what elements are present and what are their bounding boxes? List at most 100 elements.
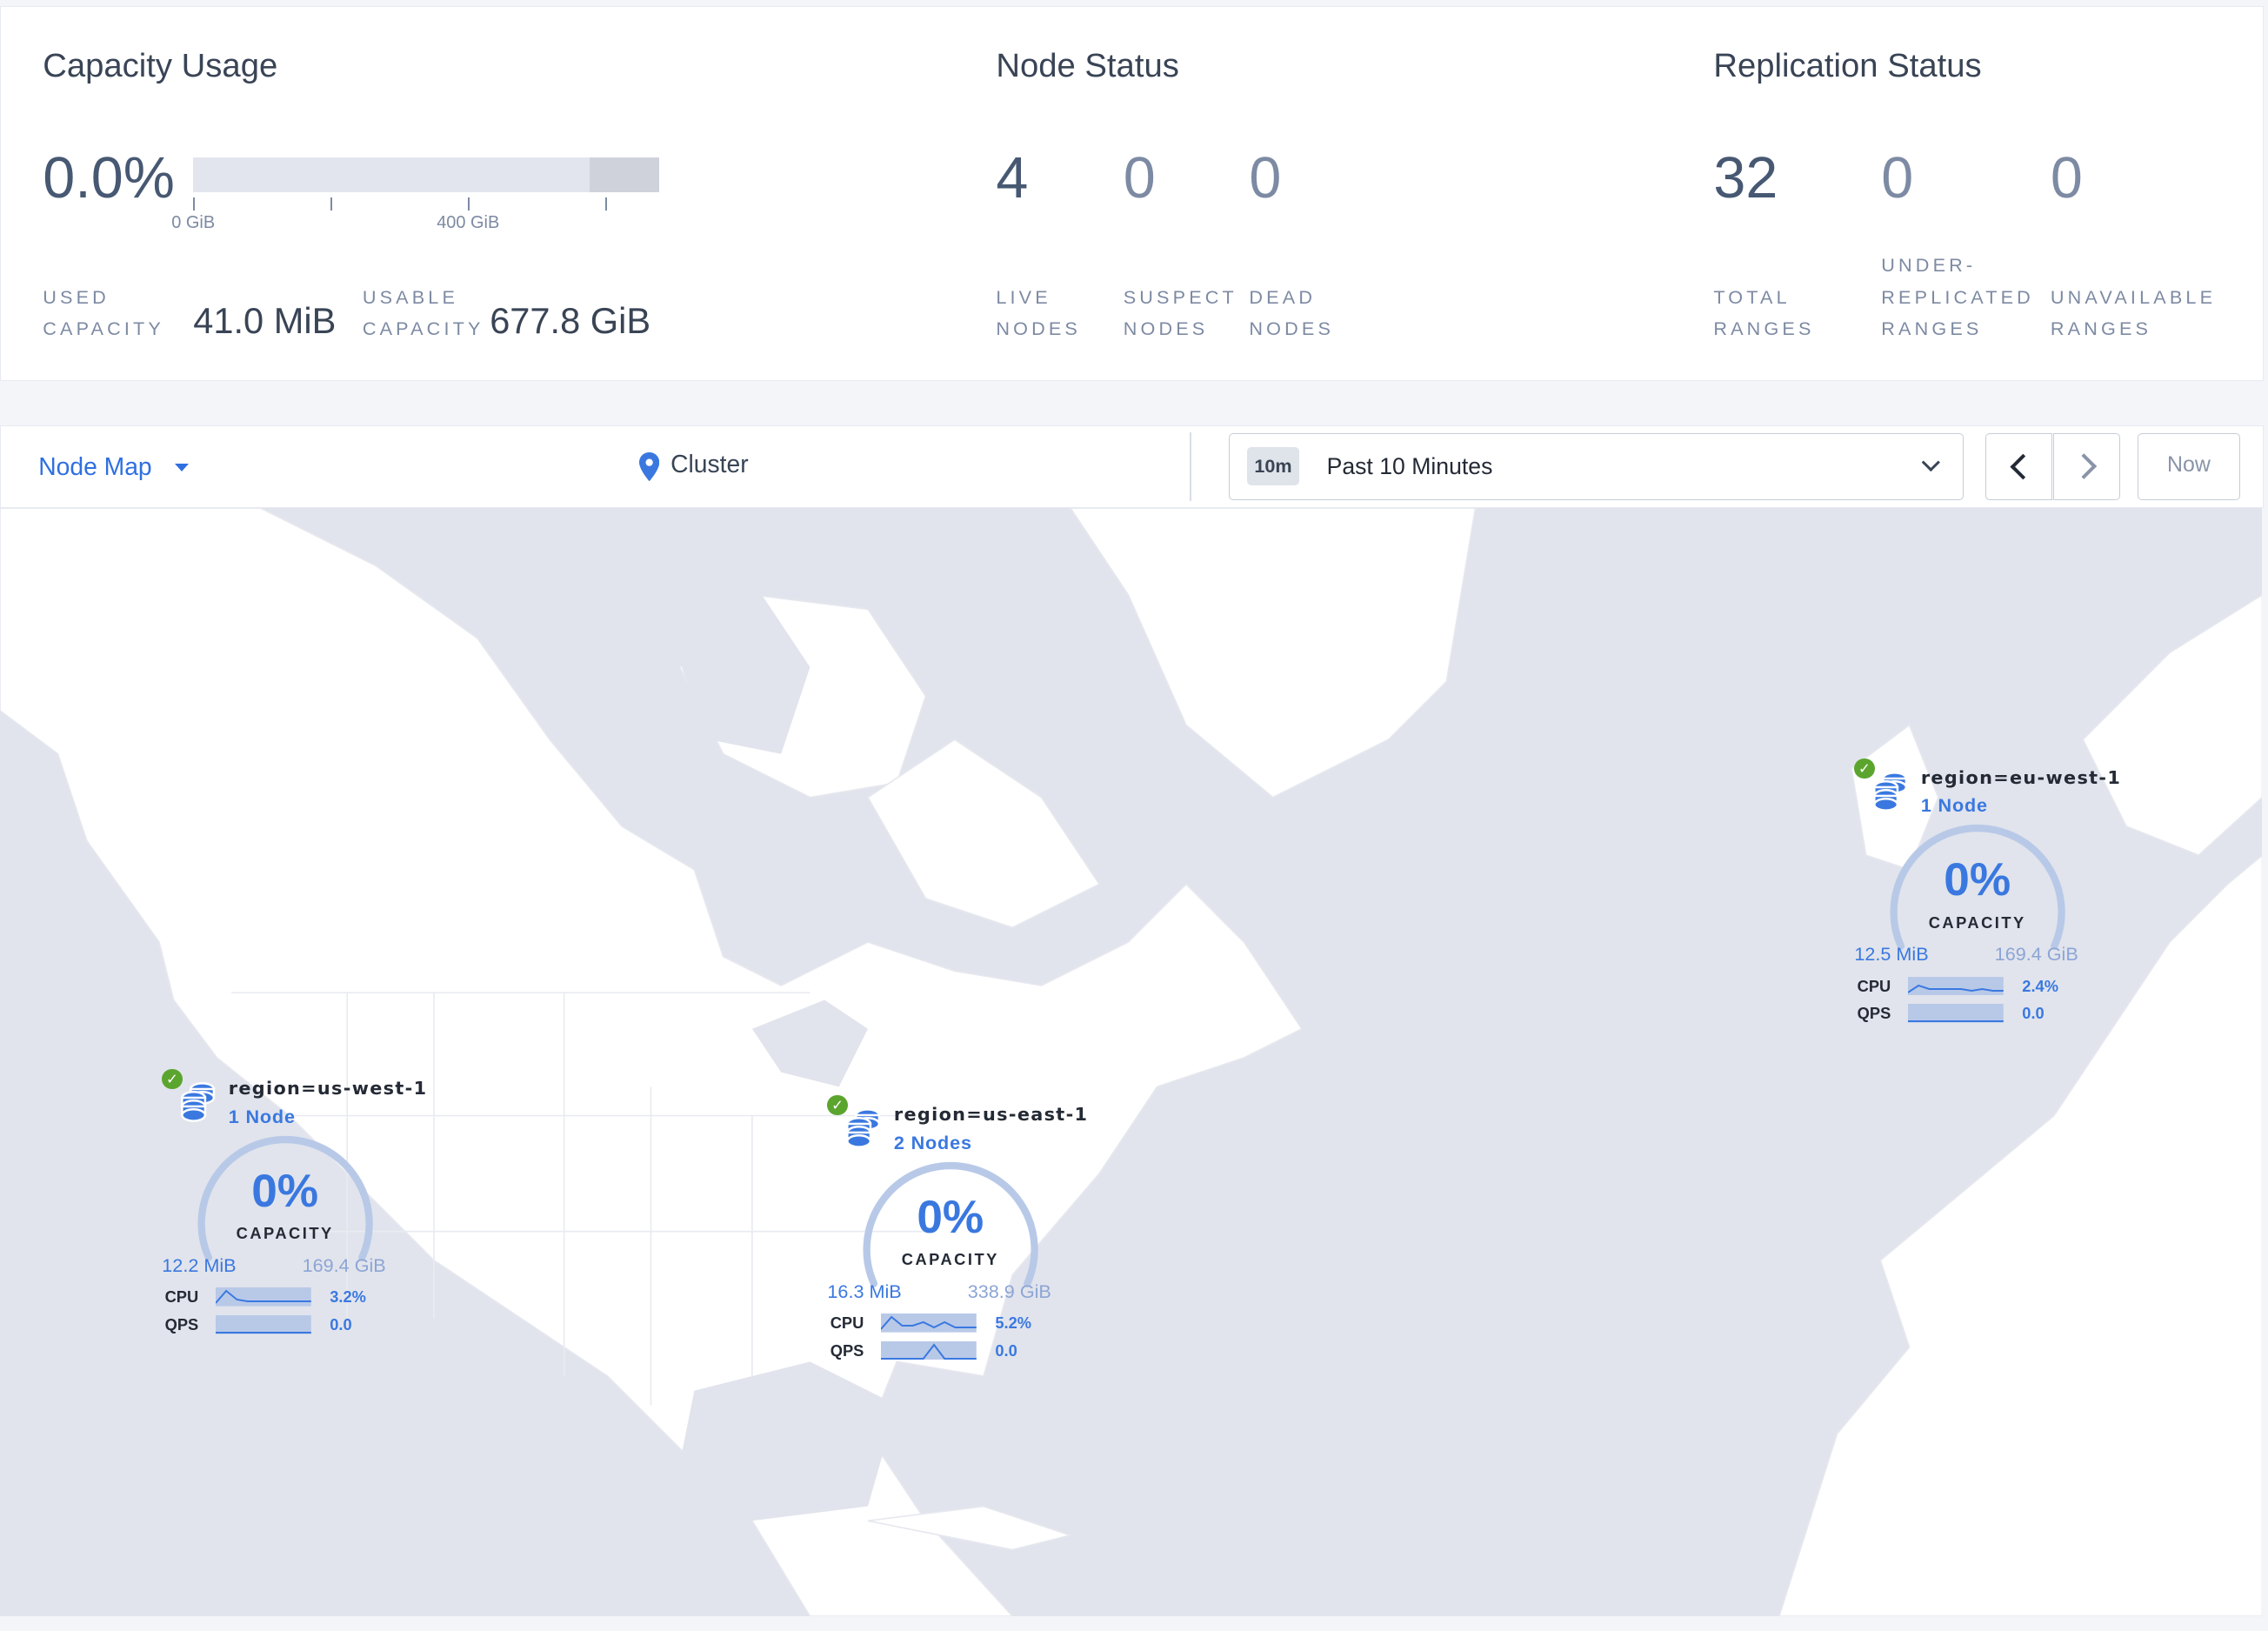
qps-label: QPS — [830, 1340, 864, 1360]
total-capacity: 169.4 GiB — [1994, 943, 2078, 966]
status-ok-icon: ✓ — [1854, 758, 1875, 779]
qps-sparkline — [880, 1340, 977, 1360]
capacity-bar — [193, 157, 659, 192]
capacity-usage-title: Capacity Usage — [43, 47, 278, 85]
capacity-label: CAPACITY — [1928, 912, 2026, 932]
capacity-gauge — [1890, 825, 2065, 950]
suspect-nodes-count: 0 — [1123, 146, 1156, 211]
status-ok-icon: ✓ — [827, 1095, 848, 1116]
map-toolbar: Node Map Cluster 10m Past 10 Minutes Now — [0, 425, 2265, 509]
dead-nodes-count: 0 — [1249, 146, 1282, 211]
cluster-summary: Capacity Usage 0.0% 0 GiB 400 GiB USED CA… — [0, 5, 2265, 381]
world-map — [0, 507, 2263, 1616]
cpu-label: CPU — [164, 1287, 199, 1307]
replication-status-title: Replication Status — [1713, 47, 1982, 85]
usable-capacity-value: 677.8 GiB — [490, 300, 651, 342]
qps-value: 0.0 — [995, 1340, 1017, 1360]
region-name[interactable]: region=us-west-1 — [228, 1078, 428, 1100]
labrador-land — [866, 738, 1101, 929]
node-count[interactable]: 2 Nodes — [893, 1131, 972, 1153]
view-selector-label[interactable]: Node Map — [38, 451, 152, 480]
capacity-percent: 0.0% — [43, 146, 175, 211]
node-count[interactable]: 1 Node — [1920, 794, 1988, 817]
caret-down-icon[interactable] — [174, 464, 189, 472]
axis-tick-label: 0 GiB — [171, 213, 216, 233]
database-icon — [181, 1082, 216, 1123]
page-footer — [0, 1615, 2268, 1631]
cuba-land — [867, 1505, 1073, 1551]
gulf-of-mexico — [679, 1361, 897, 1521]
capacity-gauge — [197, 1135, 373, 1261]
capacity-percent: 0% — [917, 1191, 984, 1243]
chevron-right-icon — [2071, 453, 2097, 479]
axis-tick — [193, 197, 195, 211]
cpu-sparkline — [215, 1287, 311, 1307]
chevron-down-icon — [1921, 453, 1940, 471]
used-capacity: 16.3 MiB — [827, 1280, 902, 1302]
node-count[interactable]: 1 Node — [228, 1105, 296, 1127]
total-ranges-count: 32 — [1713, 146, 1778, 211]
total-capacity: 169.4 GiB — [302, 1254, 386, 1277]
state-borders — [231, 992, 926, 1406]
sparkline-line — [880, 1343, 977, 1360]
live-nodes-count: 4 — [996, 146, 1029, 211]
cpu-value: 3.2% — [330, 1287, 366, 1307]
unavailable-ranges-label: UNAVAILABLE RANGES — [2050, 285, 2217, 340]
now-button[interactable]: Now — [2137, 433, 2241, 501]
region-node[interactable]: ✓ region=us-east-1 2 Nodes 0% CAPACITY 1… — [827, 1095, 1087, 1414]
qps-label: QPS — [1857, 1004, 1891, 1023]
capacity-bar-limit — [589, 157, 659, 192]
used-capacity: 12.2 MiB — [162, 1254, 237, 1277]
capacity-percent: 0% — [251, 1165, 319, 1217]
qps-value: 0.0 — [330, 1314, 352, 1334]
breadcrumb-cluster[interactable]: Cluster — [670, 449, 749, 478]
map-pin-icon — [638, 451, 659, 482]
capacity-percent: 0% — [1944, 854, 2011, 906]
great-lakes — [751, 999, 868, 1087]
next-button[interactable] — [2053, 433, 2121, 501]
qps-label: QPS — [164, 1314, 199, 1334]
axis-tick — [468, 197, 470, 211]
region-node[interactable]: ✓ region=eu-west-1 1 Node 0% CAPACITY 12… — [1854, 758, 2120, 1077]
time-range-label: Past 10 Minutes — [1326, 452, 1493, 479]
region-node[interactable]: ✓ region=us-west-1 1 Node 0% CAPACITY 12… — [162, 1069, 426, 1387]
under-replicated-count: 0 — [1881, 146, 1914, 211]
chevron-left-icon — [2010, 453, 2036, 479]
cpu-sparkline — [880, 1313, 977, 1333]
used-capacity: 12.5 MiB — [1854, 943, 1929, 966]
database-icon — [1873, 771, 1908, 812]
total-capacity: 338.9 GiB — [967, 1280, 1051, 1302]
axis-tick-label: 400 GiB — [437, 213, 500, 233]
used-capacity-label: USED CAPACITY — [43, 285, 164, 340]
total-ranges-label: TOTAL RANGES — [1713, 285, 1815, 340]
node-map[interactable]: ✓ region=us-west-1 1 Node 0% CAPACITY 12… — [0, 507, 2263, 1616]
dead-nodes-label: DEAD NODES — [1249, 285, 1335, 340]
scandinavia-land — [2082, 593, 2263, 856]
capacity-label: CAPACITY — [236, 1224, 334, 1243]
time-range-select[interactable]: 10m Past 10 Minutes — [1229, 433, 1964, 501]
cpu-sparkline — [1907, 976, 2004, 996]
database-icon — [846, 1108, 881, 1149]
cpu-value: 5.2% — [995, 1313, 1032, 1333]
sparkline-line — [880, 1315, 977, 1330]
qps-sparkline — [215, 1314, 311, 1334]
north-america-land — [0, 507, 1304, 1616]
capacity-label: CAPACITY — [901, 1250, 999, 1269]
region-name[interactable]: region=us-east-1 — [893, 1104, 1089, 1126]
under-replicated-label: UNDER- REPLICATED RANGES — [1881, 254, 2034, 340]
usable-capacity-label: USABLE CAPACITY — [362, 285, 484, 340]
qps-sparkline — [1907, 1004, 2004, 1023]
cpu-label: CPU — [1857, 976, 1891, 995]
qps-value: 0.0 — [2022, 1004, 2045, 1023]
previous-button[interactable] — [1985, 433, 2052, 501]
hudson-bay — [665, 579, 810, 754]
greenland-land — [1069, 507, 1477, 799]
used-capacity-value: 41.0 MiB — [193, 300, 337, 342]
axis-tick — [605, 197, 607, 211]
cpu-label: CPU — [830, 1313, 864, 1333]
sparkline-line — [1907, 984, 2004, 993]
region-name[interactable]: region=eu-west-1 — [1920, 766, 2122, 788]
axis-tick — [330, 197, 332, 211]
sparkline-line — [215, 1289, 311, 1304]
suspect-nodes-label: SUSPECT NODES — [1123, 285, 1237, 340]
